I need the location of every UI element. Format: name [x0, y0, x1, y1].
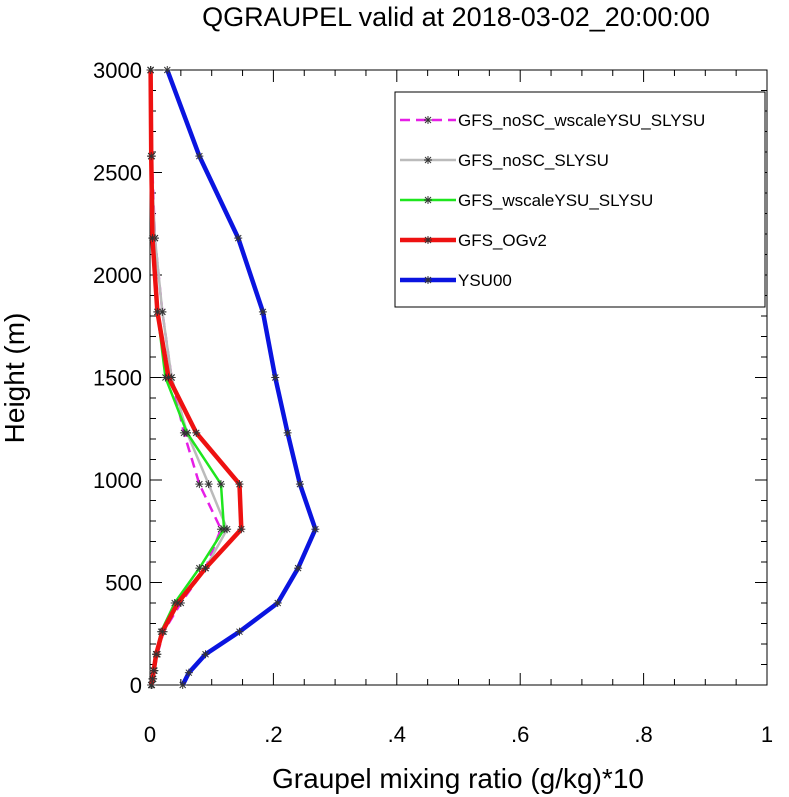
chart-title: QGRAUPEL valid at 2018-03-02_20:00:00	[202, 2, 710, 32]
series-marker	[295, 480, 304, 489]
series-marker	[158, 627, 167, 636]
series-marker	[195, 480, 204, 489]
series-layer	[146, 66, 320, 689]
legend-entry: GFS_noSC_wscaleYSU_SLYSU	[400, 111, 705, 130]
series-marker	[201, 564, 210, 573]
series-marker	[294, 564, 303, 573]
y-tick-label: 1500	[93, 366, 142, 391]
series-marker	[149, 666, 158, 675]
legend-box	[394, 91, 766, 308]
axis-ticks	[149, 69, 768, 686]
y-tick-label: 3000	[93, 58, 142, 83]
series-GFS_OGv2	[146, 66, 246, 689]
series-marker	[220, 525, 229, 534]
x-axis-label: Graupel mixing ratio (g/kg)*10	[272, 763, 644, 794]
x-tick-label: .4	[388, 722, 406, 747]
series-marker	[424, 196, 432, 204]
legend-entry: GFS_OGv2	[400, 231, 547, 250]
series-marker	[258, 307, 267, 316]
series-marker	[192, 428, 201, 437]
legend-label: GFS_OGv2	[458, 231, 547, 250]
y-tick-label: 0	[130, 673, 142, 698]
legend-label: GFS_wscaleYSU_SLYSU	[458, 191, 653, 210]
x-tick-label: .6	[511, 722, 529, 747]
series-marker	[195, 152, 204, 161]
legend-entry: GFS_noSC_SLYSU	[400, 151, 609, 170]
legend-entry: GFS_wscaleYSU_SLYSU	[400, 191, 653, 210]
series-marker	[204, 480, 213, 489]
x-tick-label: .2	[264, 722, 282, 747]
series-YSU00	[163, 66, 320, 689]
series-marker	[201, 650, 210, 659]
series-marker	[153, 307, 162, 316]
legend-label: GFS_noSC_SLYSU	[458, 151, 609, 170]
series-marker	[311, 525, 320, 534]
legend: GFS_noSC_wscaleYSU_SLYSU GFS_noSC_SLYSU GF…	[394, 91, 766, 308]
series-marker	[148, 234, 157, 243]
series-marker	[173, 599, 182, 607]
y-tick-label: 2000	[93, 263, 142, 288]
series-marker	[235, 480, 244, 489]
series-marker	[424, 276, 432, 284]
axis-tick-labels: 0 500 1000 1500 2000 2500 3000 0 .2 .4 .6 .8 1	[93, 58, 773, 747]
x-tick-label: 1	[761, 722, 773, 747]
series-marker	[163, 66, 172, 74]
series-marker	[271, 373, 280, 382]
series-marker	[424, 236, 432, 244]
series-marker	[424, 116, 432, 124]
y-tick-label: 500	[105, 571, 142, 596]
legend-label: YSU00	[458, 271, 512, 290]
legend-entry: YSU00	[400, 271, 512, 290]
series-marker	[216, 480, 225, 489]
series-marker	[237, 525, 246, 534]
y-tick-label: 1000	[93, 468, 142, 493]
y-tick-label: 2500	[93, 161, 142, 186]
y-axis-label: Height (m)	[0, 313, 30, 444]
series-marker	[183, 428, 192, 437]
series-marker	[178, 681, 187, 689]
series-marker	[152, 650, 161, 659]
series-marker	[147, 152, 156, 161]
series-marker	[234, 234, 243, 243]
series-line	[165, 69, 318, 687]
x-tick-label: .8	[634, 722, 652, 747]
x-tick-label: 0	[144, 722, 156, 747]
series-marker	[273, 599, 282, 607]
series-marker	[148, 674, 157, 683]
series-marker	[184, 668, 193, 677]
series-marker	[235, 627, 244, 636]
series-marker	[147, 681, 156, 689]
series-marker	[424, 156, 432, 164]
series-marker	[283, 428, 292, 437]
series-marker	[146, 66, 155, 74]
legend-label: GFS_noSC_wscaleYSU_SLYSU	[458, 111, 705, 130]
series-marker	[164, 373, 173, 382]
